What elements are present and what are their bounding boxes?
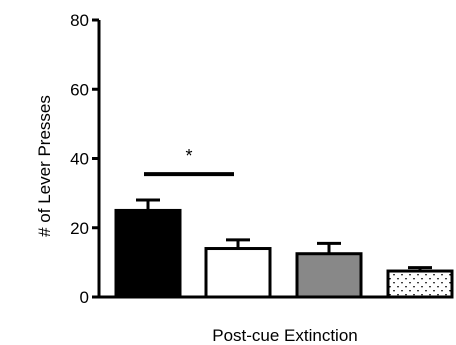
bar <box>114 208 182 299</box>
y-axis-title: # of Lever Presses <box>35 95 54 237</box>
annotations: * <box>144 146 234 177</box>
y-tick-label: 20 <box>70 219 89 238</box>
x-axis-title: Post-cue Extinction <box>212 326 358 345</box>
bars <box>114 198 454 299</box>
y-tick-label: 0 <box>80 288 89 307</box>
bar <box>386 269 454 299</box>
bar <box>295 252 363 299</box>
significance-star: * <box>185 146 192 166</box>
y-tick-label: 40 <box>70 150 89 169</box>
y-tick-label: 60 <box>70 80 89 99</box>
y-axis: 0 20 40 60 80 <box>70 11 101 307</box>
y-tick-label: 80 <box>70 11 89 30</box>
bar <box>204 247 272 299</box>
